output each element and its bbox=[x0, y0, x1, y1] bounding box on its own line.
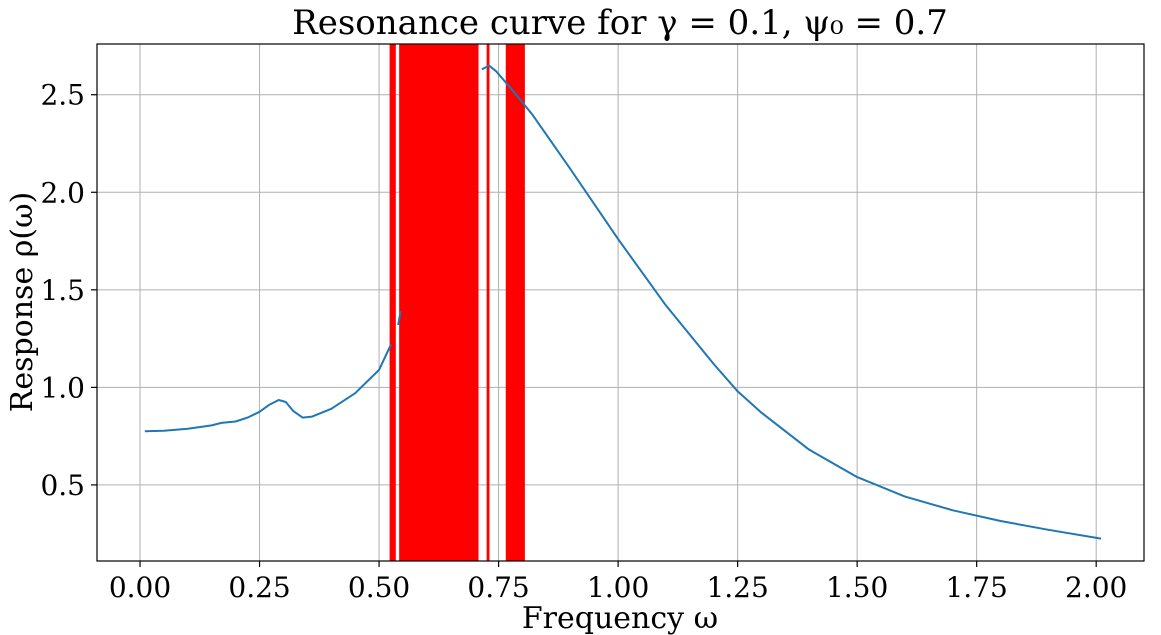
response-curve bbox=[144, 64, 1102, 540]
series-line-segment bbox=[144, 343, 392, 433]
y-tick-label: 2.5 bbox=[40, 79, 85, 112]
x-tick-label: 1.00 bbox=[587, 571, 649, 604]
x-tick-label: 1.25 bbox=[706, 571, 768, 604]
series-line-segment bbox=[481, 64, 1102, 540]
series-line-segment bbox=[397, 311, 402, 326]
y-tick-label: 1.5 bbox=[40, 274, 85, 307]
x-tick-label: 0.50 bbox=[348, 571, 410, 604]
plot-frame bbox=[96, 43, 1145, 562]
red-bands bbox=[389, 44, 525, 561]
x-tick-label: 1.75 bbox=[945, 571, 1007, 604]
x-tick-label: 0.75 bbox=[467, 571, 529, 604]
red-band bbox=[399, 44, 479, 561]
red-band bbox=[389, 44, 396, 561]
y-tick-label: 0.5 bbox=[40, 469, 85, 502]
y-tick-label: 2.0 bbox=[40, 176, 85, 209]
red-band bbox=[486, 44, 490, 561]
x-tick-label: 1.50 bbox=[826, 571, 888, 604]
grid bbox=[97, 44, 1144, 561]
chart-title: Resonance curve for γ = 0.1, ψ₀ = 0.7 bbox=[292, 3, 948, 43]
x-tick-label: 2.00 bbox=[1065, 571, 1127, 604]
axis-ticks: 0.00 0.25 0.50 0.75 1.00 1.25 1.50 1.75 2.00 0.5 1… bbox=[40, 79, 1127, 604]
x-tick-label: 0.00 bbox=[109, 571, 171, 604]
x-tick-label: 0.25 bbox=[228, 571, 290, 604]
red-band bbox=[505, 44, 525, 561]
y-axis-label: Response ρ(ω) bbox=[5, 192, 40, 413]
x-axis-label: Frequency ω bbox=[522, 601, 718, 635]
y-tick-label: 1.0 bbox=[40, 371, 85, 404]
